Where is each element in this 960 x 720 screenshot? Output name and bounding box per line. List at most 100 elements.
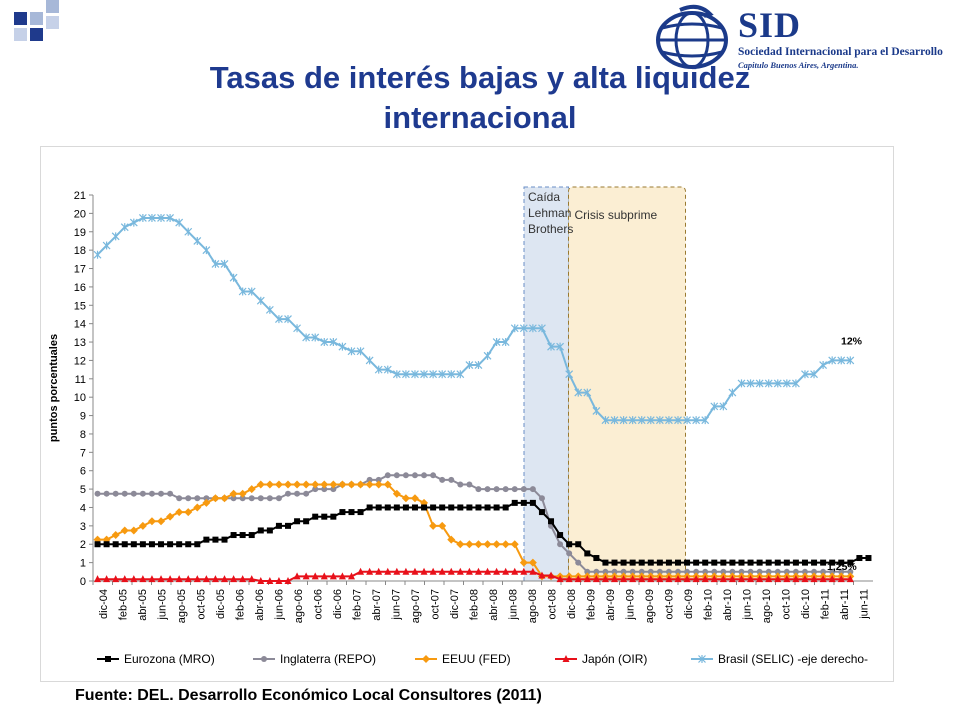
data-point	[747, 559, 754, 566]
data-point	[112, 541, 119, 548]
data-point	[492, 540, 501, 549]
asterisk-stroke	[698, 655, 706, 663]
data-point	[402, 472, 409, 479]
data-point	[502, 504, 509, 511]
data-point	[502, 486, 509, 493]
data-point	[620, 575, 628, 583]
data-point	[157, 213, 165, 222]
data-point	[811, 559, 818, 566]
logo-word: SID	[738, 5, 802, 45]
data-point	[465, 567, 473, 575]
data-point	[511, 499, 518, 506]
asterisk-stroke	[637, 416, 646, 425]
data-point	[347, 572, 355, 580]
x-tick-label: dic-04	[98, 589, 110, 619]
data-point	[566, 550, 573, 557]
data-point	[202, 498, 211, 507]
data-point	[293, 480, 302, 489]
data-point	[410, 494, 419, 503]
asterisk-stroke	[773, 379, 782, 388]
data-point	[765, 559, 772, 566]
y-tick-label: 9	[80, 411, 86, 423]
data-point	[284, 315, 292, 324]
x-tick-label: feb-10	[702, 589, 714, 620]
data-point	[483, 351, 492, 360]
data-point	[421, 472, 428, 479]
data-point	[448, 476, 455, 483]
data-point	[566, 541, 573, 548]
data-point	[275, 577, 283, 584]
data-point	[819, 575, 827, 583]
source-note: Fuente: DEL. Desarrollo Económico Local …	[75, 687, 542, 704]
y-tick-label: 1	[80, 558, 86, 570]
data-point	[693, 568, 700, 575]
data-point	[121, 541, 128, 548]
y-axis-label: puntos porcentuales	[48, 334, 60, 442]
data-point	[629, 568, 636, 575]
data-point	[629, 575, 637, 583]
asterisk-stroke	[302, 333, 311, 342]
data-point	[519, 324, 528, 333]
data-point	[311, 480, 320, 489]
data-point	[674, 416, 682, 425]
data-point	[120, 223, 129, 232]
data-point	[601, 416, 610, 425]
asterisk-stroke	[810, 370, 818, 379]
data-point	[593, 568, 600, 575]
data-point	[203, 495, 210, 502]
data-point	[248, 575, 256, 583]
data-point	[574, 575, 582, 583]
data-point	[129, 218, 138, 227]
y-tick-label: 14	[74, 319, 86, 331]
data-point	[366, 567, 374, 575]
asterisk-stroke	[148, 213, 156, 222]
data-point	[374, 480, 383, 489]
data-point	[438, 521, 447, 530]
asterisk-stroke	[755, 379, 764, 388]
data-point	[756, 568, 763, 575]
data-point	[610, 416, 619, 425]
data-point	[121, 575, 129, 583]
x-tick-label: dic-08	[566, 589, 578, 619]
data-point	[493, 486, 500, 493]
data-point	[484, 504, 491, 511]
data-point	[266, 577, 274, 584]
asterisk-stroke	[293, 324, 301, 333]
data-point	[357, 567, 365, 575]
data-point	[167, 541, 174, 548]
x-tick-label: abr-06	[254, 589, 266, 621]
data-point	[211, 494, 220, 503]
data-point	[611, 575, 619, 583]
data-point	[239, 495, 246, 502]
data-point	[211, 575, 219, 583]
data-point	[138, 521, 147, 530]
data-point	[321, 486, 328, 493]
data-point	[847, 568, 854, 575]
data-point	[611, 559, 618, 566]
data-point	[147, 517, 156, 526]
data-point	[701, 575, 709, 583]
data-point	[167, 490, 174, 497]
data-point	[311, 333, 320, 342]
data-point	[729, 559, 736, 566]
y-tick-label: 3	[80, 521, 86, 533]
data-point	[94, 541, 101, 548]
legend-item: Japón (OIR)	[555, 652, 647, 666]
y-tick-label: 6	[80, 466, 86, 478]
asterisk-stroke	[501, 338, 510, 347]
data-point	[265, 305, 274, 314]
page-title: Tasas de interés bajas y alta liquidez i…	[100, 58, 860, 138]
data-point	[120, 526, 129, 535]
data-point	[656, 568, 663, 575]
data-point	[221, 575, 229, 583]
x-tick-label: abr-11	[839, 589, 851, 620]
data-point	[275, 495, 282, 502]
data-point	[520, 486, 527, 493]
data-point	[656, 575, 664, 583]
data-point	[538, 324, 546, 333]
series-line	[97, 501, 869, 564]
data-point	[575, 559, 582, 566]
data-point	[112, 490, 119, 497]
data-point	[529, 486, 536, 493]
data-point	[320, 338, 329, 347]
